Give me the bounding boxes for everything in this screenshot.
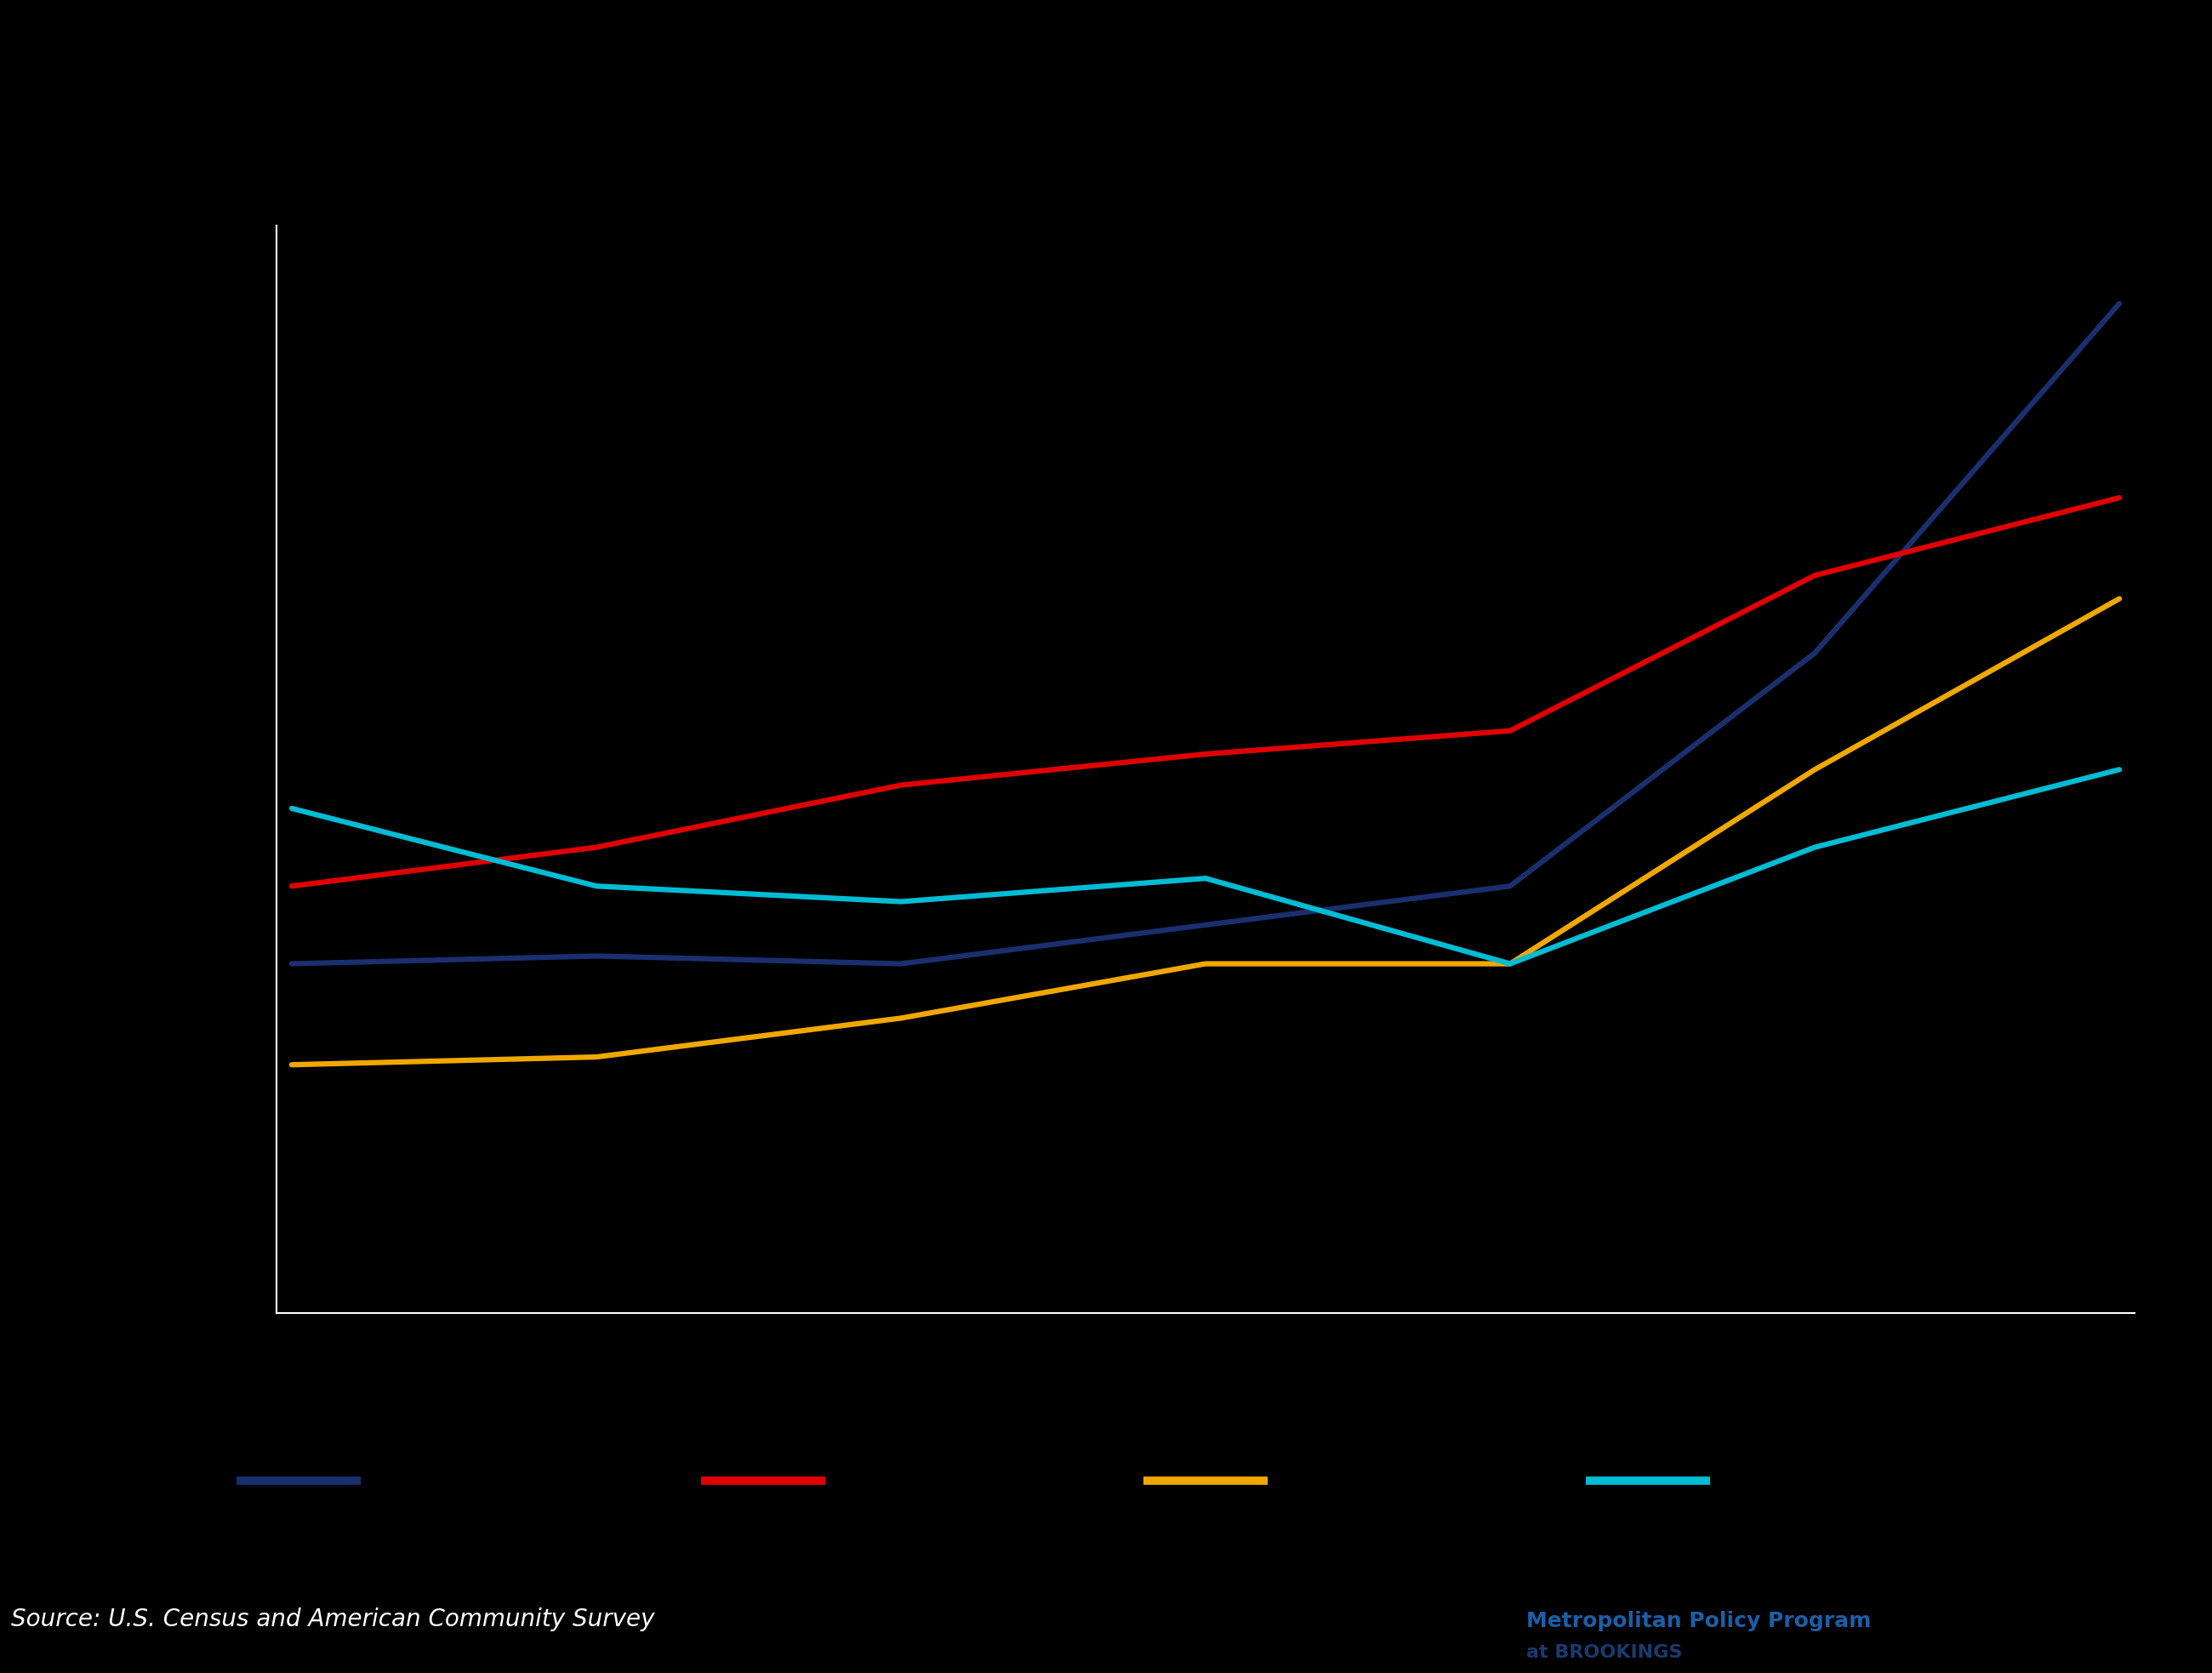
Text: Metropolitan Policy Program: Metropolitan Policy Program bbox=[1526, 1611, 1871, 1631]
Text: at BROOKINGS: at BROOKINGS bbox=[1526, 1645, 1683, 1661]
Text: Source: U.S. Census and American Community Survey: Source: U.S. Census and American Communi… bbox=[11, 1608, 655, 1631]
